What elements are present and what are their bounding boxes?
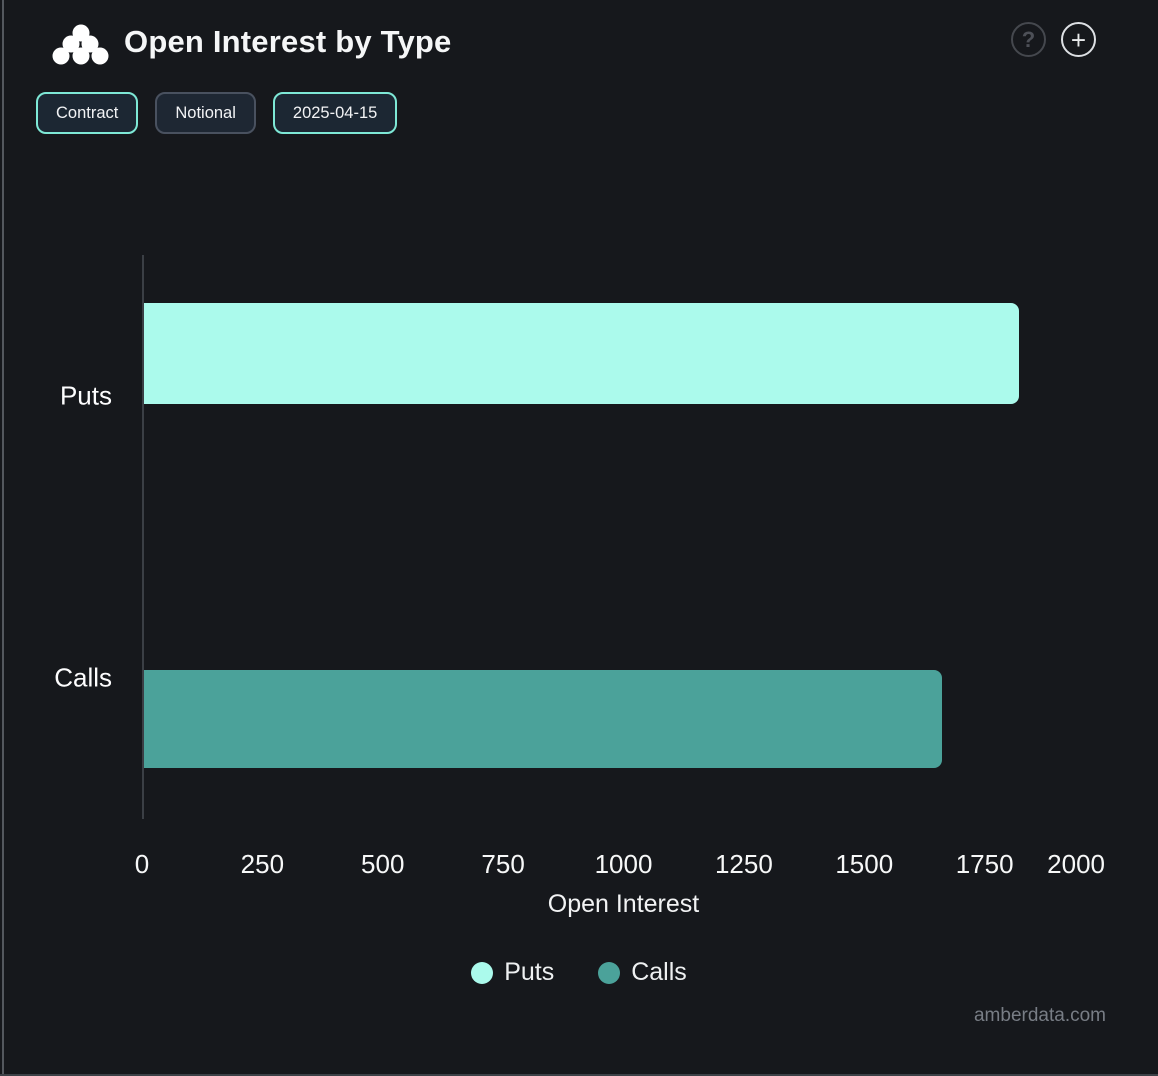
header: Open Interest by Type ? + bbox=[0, 0, 1158, 80]
chart-legend: Puts Calls bbox=[0, 958, 1158, 987]
y-axis-label-puts: Puts bbox=[59, 380, 112, 411]
amberdata-logo-icon bbox=[52, 24, 110, 71]
legend-dot-puts bbox=[471, 961, 494, 984]
x-tick-1000: 1000 bbox=[594, 849, 653, 879]
toolbar-button-2025-04-15[interactable]: 2025-04-15 bbox=[272, 92, 398, 134]
x-tick-1250: 1250 bbox=[714, 849, 773, 879]
help-icon[interactable]: ? bbox=[1011, 22, 1046, 57]
toolbar-button-notional[interactable]: Notional bbox=[155, 92, 256, 134]
legend-dot-calls bbox=[598, 961, 621, 984]
plot-area bbox=[144, 255, 1105, 819]
x-tick-500: 500 bbox=[361, 849, 405, 879]
x-tick-750: 750 bbox=[481, 849, 525, 879]
x-axis-ticks: 0 250 500 750 1000 1250 1500 1750 2000 bbox=[135, 849, 1105, 883]
x-axis-title: Open Interest bbox=[547, 890, 700, 918]
legend-label: Calls bbox=[631, 958, 687, 986]
y-axis-label-calls: Calls bbox=[54, 662, 112, 693]
legend-item-puts[interactable]: Puts bbox=[471, 958, 554, 987]
add-button[interactable]: + bbox=[1061, 22, 1096, 57]
x-tick-1500: 1500 bbox=[835, 849, 894, 879]
left-border bbox=[2, 0, 4, 1076]
x-tick-1750: 1750 bbox=[955, 849, 1014, 879]
y-axis-line bbox=[142, 255, 144, 819]
toolbar-button-contract[interactable]: Contract bbox=[36, 92, 139, 134]
bottom-border bbox=[0, 1074, 1158, 1076]
toolbar: Contract Notional 2025-04-15 bbox=[36, 92, 398, 134]
x-tick-2000: 2000 bbox=[1047, 849, 1105, 879]
watermark: amberdata.com bbox=[973, 1005, 1106, 1026]
x-tick-250: 250 bbox=[240, 849, 285, 879]
bar-puts[interactable] bbox=[144, 303, 1019, 404]
legend-item-calls[interactable]: Calls bbox=[598, 958, 687, 987]
legend-label: Puts bbox=[504, 958, 555, 986]
x-tick-0: 0 bbox=[134, 849, 150, 879]
bar-calls[interactable] bbox=[144, 670, 942, 768]
page-title: Open Interest by Type bbox=[124, 24, 452, 59]
